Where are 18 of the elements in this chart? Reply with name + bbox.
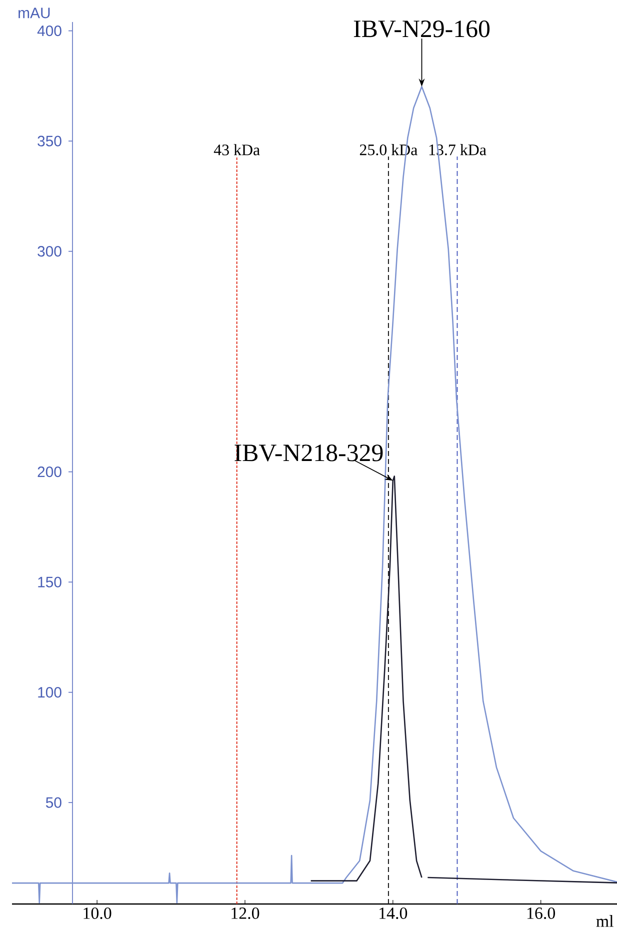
ref-line-label: 43 kDa xyxy=(214,144,260,156)
ref-line-label: 13.7 kDa xyxy=(429,144,486,156)
annotation: IBV-N29-160 xyxy=(354,20,490,38)
x-axis-title: ml xyxy=(596,915,614,927)
y-tick-label: 150 xyxy=(38,576,62,588)
y-tick-label: 350 xyxy=(38,136,62,146)
y-tick-label: 300 xyxy=(38,246,62,257)
annotation: IBV-N218-329 xyxy=(234,444,383,462)
ref-line-label: 25.0 kDa xyxy=(360,144,418,156)
y-tick-label: 400 xyxy=(37,26,62,36)
y-tick-label: 50 xyxy=(46,797,62,808)
y-axis-title: mAU xyxy=(18,8,50,18)
x-tick-label: 16.0 xyxy=(527,908,556,920)
y-tick-label: 100 xyxy=(38,687,62,698)
x-tick-label: 10.0 xyxy=(84,908,112,920)
y-tick-label: 200 xyxy=(38,466,62,478)
x-tick-label: 14.0 xyxy=(380,908,408,920)
x-tick-label: 12.0 xyxy=(232,908,260,920)
